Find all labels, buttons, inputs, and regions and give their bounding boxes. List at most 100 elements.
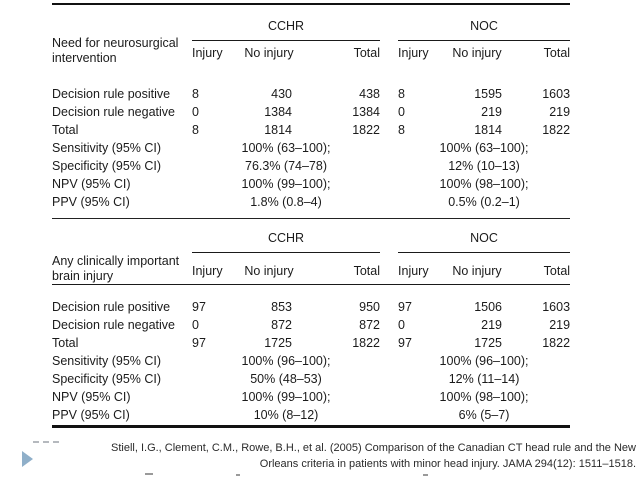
- cell: 438: [359, 87, 381, 101]
- column-gap: [380, 192, 398, 210]
- stat-row: Specificity (95% CI) 76.3% (74–78) 12% (…: [52, 156, 570, 174]
- cell: 8: [192, 87, 199, 101]
- row-label: Decision rule negative: [52, 317, 175, 332]
- table-row: Decision rule negative 0 872 872 0 219 2…: [52, 315, 570, 333]
- col-header-injury: Injury: [192, 252, 236, 285]
- cell: 872: [271, 317, 292, 332]
- stat-value: 1.8% (0.8–4): [250, 195, 322, 209]
- citation-text: Stiell, I.G., Clement, C.M., Rowe, B.H.,…: [111, 442, 636, 470]
- cell: 1603: [542, 299, 571, 314]
- row-label: PPV (95% CI): [52, 195, 130, 209]
- table-row: Decision rule positive 97 853 950 97 150…: [52, 297, 570, 315]
- column-gap: [380, 369, 398, 387]
- col-header-total: Total: [512, 252, 571, 285]
- column-gap: [380, 156, 398, 174]
- column-gap: [380, 315, 398, 333]
- row-label: Sensitivity (95% CI): [52, 141, 162, 155]
- stat-value: 100% (96–100);: [241, 353, 331, 368]
- col-header-total: Total: [543, 46, 571, 60]
- spacer-row: [52, 210, 570, 218]
- cell: 8: [398, 87, 405, 101]
- cell: 97: [192, 335, 206, 350]
- stat-row: PPV (95% CI) 1.8% (0.8–4) 0.5% (0.2–1): [52, 192, 570, 210]
- cropped-text-marks: [145, 473, 153, 475]
- row-label: Total: [52, 123, 79, 137]
- cell: 1603: [542, 87, 571, 101]
- stat-value: 100% (63–100);: [439, 141, 529, 155]
- stat-value: 10% (8–12): [253, 407, 319, 422]
- column-gap: [380, 84, 398, 102]
- stat-value: 100% (63–100);: [241, 141, 331, 155]
- cell: 430: [271, 87, 292, 101]
- cell: 219: [549, 317, 571, 332]
- spacer-row: [52, 285, 570, 297]
- row-label: Decision rule negative: [52, 105, 175, 119]
- cropped-text-marks: [236, 474, 240, 476]
- cell: 1384: [352, 105, 381, 119]
- col-header-injury: Injury: [192, 46, 223, 60]
- stat-value: 100% (96–100);: [439, 353, 529, 368]
- cell: 872: [359, 317, 381, 332]
- cell: 1822: [542, 123, 571, 137]
- cell: 97: [398, 299, 412, 314]
- cell: 0: [192, 317, 199, 332]
- stat-row: Specificity (95% CI) 50% (48–53) 12% (11…: [52, 369, 570, 387]
- row-label: NPV (95% CI): [52, 177, 131, 191]
- table-row: Total 8 1814 1822 8 1814 1822: [52, 120, 570, 138]
- col-header-no-injury: No injury: [244, 46, 294, 60]
- row-header-label: Need for neurosurgical intervention: [52, 36, 179, 65]
- stat-value: 100% (99–100);: [241, 177, 331, 191]
- cell: 1725: [474, 335, 503, 350]
- cell: 1384: [264, 105, 292, 119]
- column-gap: [380, 351, 398, 369]
- stat-value: 50% (48–53): [250, 371, 322, 386]
- table-row: Decision rule negative 0 1384 1384 0 219…: [52, 102, 570, 120]
- column-gap: [380, 387, 398, 405]
- cell: 950: [359, 299, 381, 314]
- row-label: Total: [52, 335, 79, 350]
- col-header-total: Total: [302, 252, 381, 285]
- column-gap: [380, 120, 398, 138]
- cell: 8: [398, 123, 405, 137]
- cell: 219: [481, 105, 503, 119]
- cell: 1506: [474, 299, 503, 314]
- column-gap: [380, 252, 399, 285]
- spacer-row: [52, 423, 570, 427]
- cell: 8: [192, 123, 199, 137]
- column-gap: [380, 40, 398, 66]
- cell: 1814: [264, 123, 292, 137]
- column-gap: [380, 333, 398, 351]
- stat-value: 100% (99–100);: [241, 389, 331, 404]
- column-gap: [380, 297, 398, 315]
- cell: 1814: [474, 123, 503, 137]
- table-neurosurgical-intervention: Need for neurosurgical intervention CCHR…: [52, 3, 571, 219]
- stat-value: 100% (98–100);: [439, 389, 529, 404]
- stat-value: 100% (98–100);: [439, 177, 529, 191]
- tables-region: Need for neurosurgical intervention CCHR…: [52, 3, 571, 428]
- group-header-row: Need for neurosurgical intervention CCHR…: [52, 4, 571, 65]
- stat-value: 0.5% (0.2–1): [448, 195, 520, 209]
- col-header-no-injury: No injury: [452, 46, 502, 60]
- column-gap: [380, 405, 398, 423]
- column-gap: [380, 138, 398, 156]
- row-label: PPV (95% CI): [52, 407, 130, 422]
- stat-row: Sensitivity (95% CI) 100% (63–100); 100%…: [52, 138, 570, 156]
- row-label: Sensitivity (95% CI): [52, 353, 162, 368]
- table-row: Decision rule positive 8 430 438 8 1595 …: [52, 84, 570, 102]
- cell: 1595: [474, 87, 503, 101]
- col-header-injury: Injury: [398, 252, 443, 285]
- cell: 1822: [352, 123, 381, 137]
- group-header-cchr: CCHR: [192, 4, 381, 41]
- cell: 1725: [264, 335, 292, 350]
- stat-row: PPV (95% CI) 10% (8–12) 6% (5–7): [52, 405, 570, 423]
- spacer-row: [52, 66, 570, 84]
- cell: 97: [398, 335, 412, 350]
- row-label: Specificity (95% CI): [52, 159, 162, 173]
- cell: 0: [192, 105, 199, 119]
- placeholder-dashed-border: [33, 441, 59, 443]
- group-header-noc: NOC: [398, 218, 571, 253]
- column-header-row: Injury No injury Total Injury No injury …: [52, 252, 571, 285]
- row-label: Decision rule positive: [52, 87, 171, 101]
- stat-value: 6% (5–7): [458, 407, 510, 422]
- stat-row: NPV (95% CI) 100% (99–100); 100% (98–100…: [52, 387, 570, 405]
